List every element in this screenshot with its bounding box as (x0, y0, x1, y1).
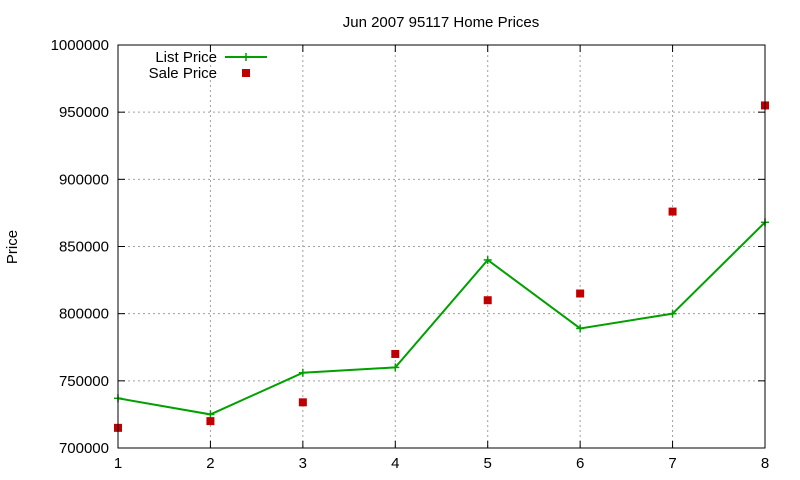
list-price-point (483, 255, 492, 264)
y-tick-label: 750000 (59, 373, 109, 390)
sale-price-point (483, 296, 492, 305)
y-tick-label: 800000 (59, 306, 109, 323)
plot-frame (117, 44, 766, 449)
legend-marker (242, 69, 250, 77)
sale-price-point (391, 349, 400, 358)
x-tick-label: 8 (761, 455, 769, 472)
y-tick-label: 1000000 (51, 37, 109, 54)
list-price-point (298, 368, 307, 377)
chart-title: Jun 2007 95117 Home Prices (343, 14, 540, 31)
y-tick-label: 900000 (59, 171, 109, 188)
list-price-point (206, 410, 215, 419)
x-tick-label: 5 (484, 455, 492, 472)
legend-label: List Price (155, 49, 217, 66)
y-axis-label: Price (4, 230, 21, 264)
legend-label: Sale Price (149, 65, 217, 82)
x-tick-label: 3 (299, 455, 307, 472)
sale-price-point (298, 398, 307, 407)
y-tick-label: 850000 (59, 239, 109, 256)
x-tick-label: 7 (668, 455, 676, 472)
y-tick-label: 700000 (59, 440, 109, 457)
x-tick-label: 2 (206, 455, 214, 472)
y-tick-label: 950000 (59, 104, 109, 121)
x-tick-label: 4 (391, 455, 399, 472)
legend-marker (242, 53, 250, 61)
plot-series (114, 101, 769, 432)
list-price-point (576, 324, 585, 333)
list-price-point (668, 309, 677, 318)
list-price-point (391, 363, 400, 372)
sale-price-point (576, 289, 585, 298)
list-price-line (117, 221, 766, 416)
axis-ticks: 700000 750000 800000 850000 900000 950000 1000… (51, 37, 770, 472)
sale-price-point (668, 207, 677, 216)
grid (118, 45, 765, 448)
sale-price-point (206, 417, 215, 426)
x-tick-label: 6 (576, 455, 584, 472)
x-tick-label: 1 (114, 455, 122, 472)
